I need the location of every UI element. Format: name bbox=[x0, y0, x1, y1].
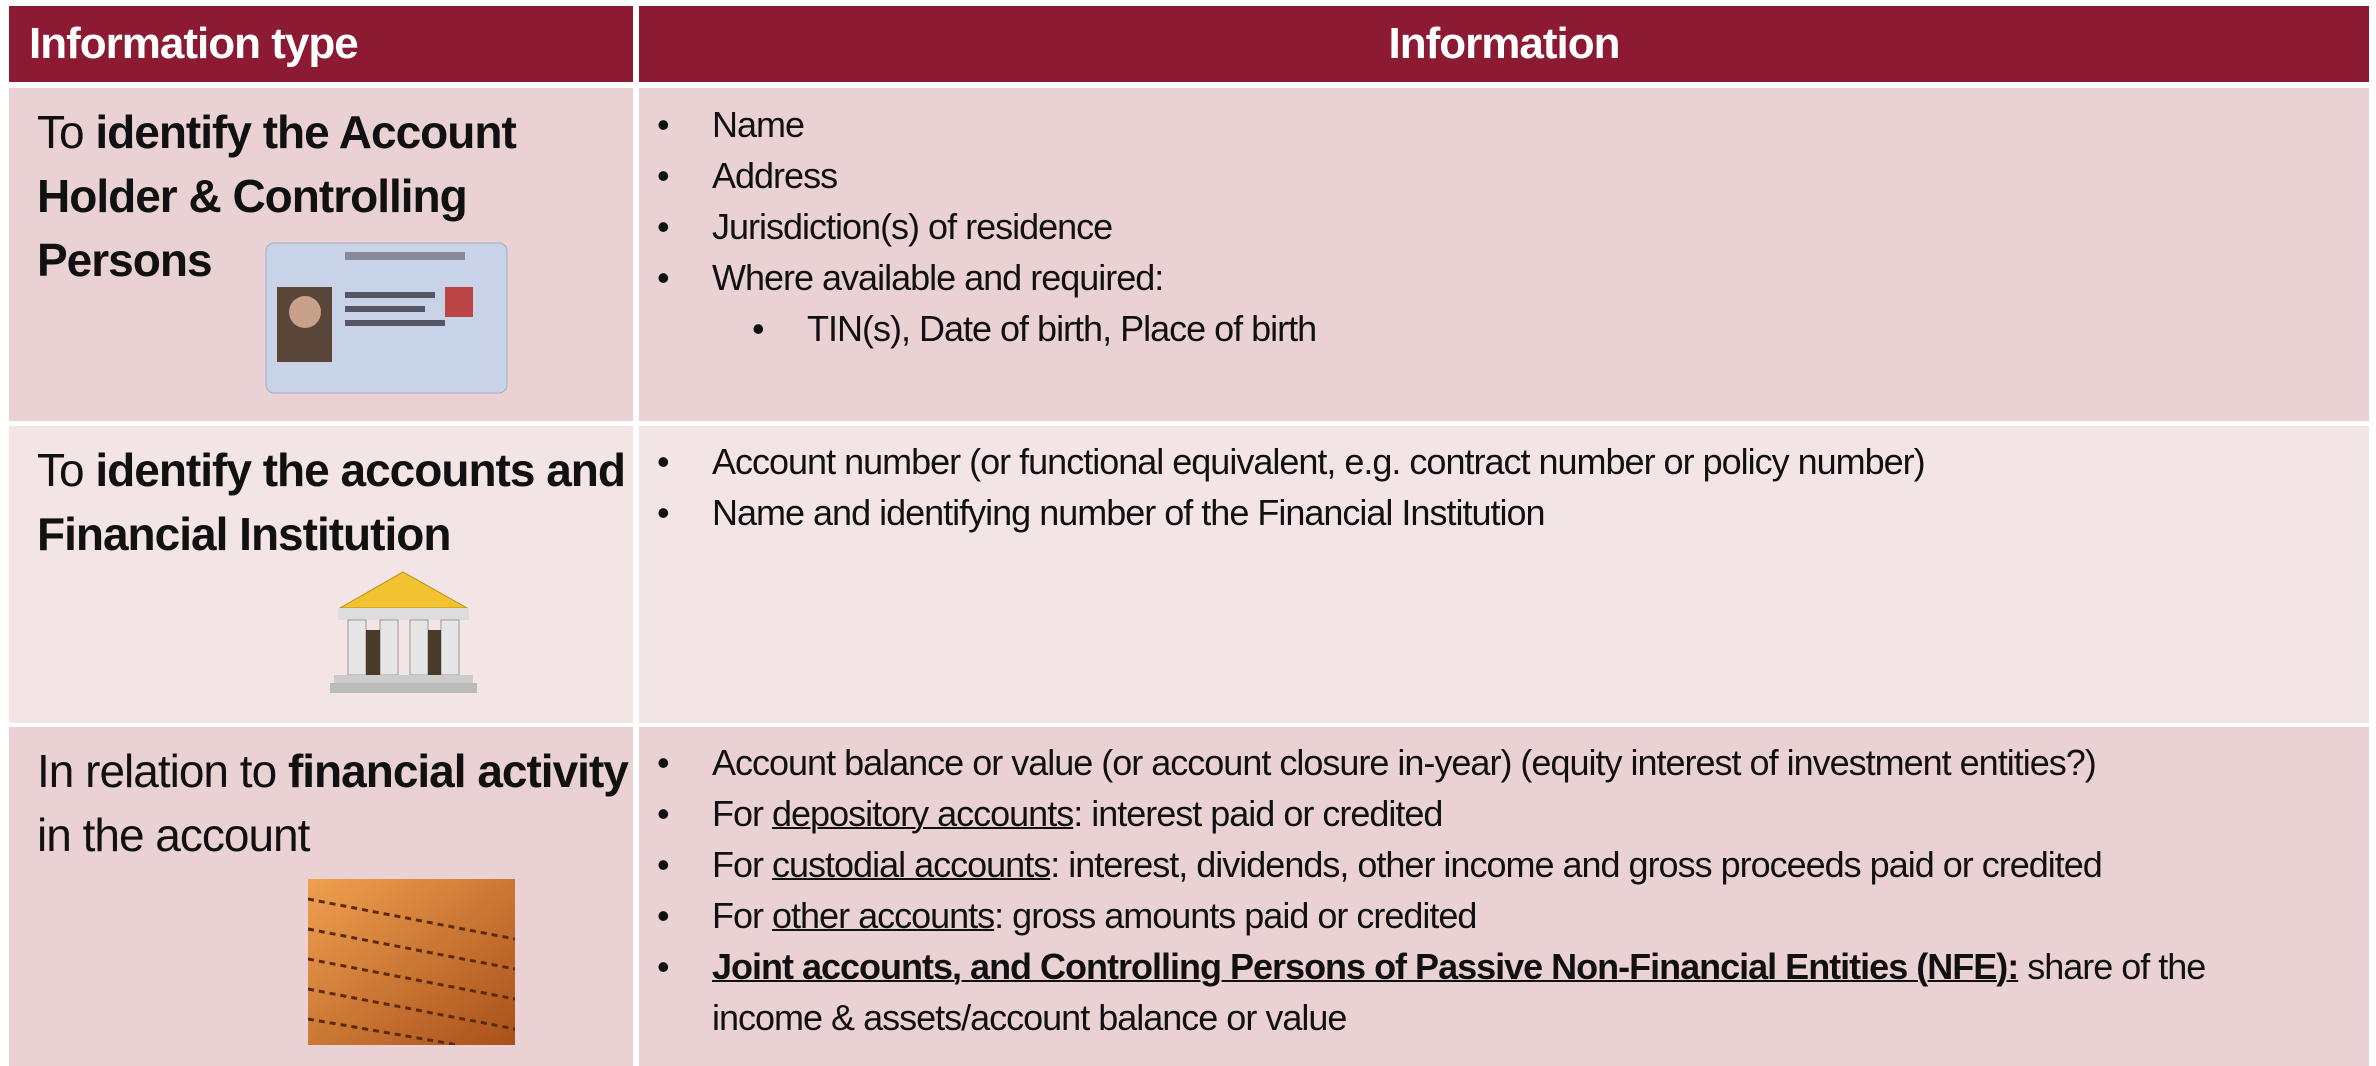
label-bold: identify the Account Holder & Controllin… bbox=[37, 106, 517, 286]
item: Name bbox=[657, 99, 2369, 150]
bank-image bbox=[330, 571, 477, 693]
info-cell: NameAddressJurisdiction(s) of residenceW… bbox=[639, 88, 2369, 421]
item: Jurisdiction(s) of residence bbox=[657, 201, 2369, 252]
t: Joint accounts, and Controlling Persons … bbox=[712, 946, 2019, 987]
header-type: Information type bbox=[9, 6, 633, 82]
row-label: To identify the accounts and Financial I… bbox=[9, 426, 633, 723]
item: Account number (or functional equivalent… bbox=[657, 436, 2369, 487]
label-bold: financial activity bbox=[287, 745, 629, 797]
item: Name and identifying number of the Finan… bbox=[657, 487, 2369, 538]
item: Address bbox=[657, 150, 2369, 201]
item: For custodial accounts: interest, divide… bbox=[657, 839, 2309, 890]
t: other accounts bbox=[772, 895, 995, 936]
t: For bbox=[712, 844, 773, 885]
item: For other accounts: gross amounts paid o… bbox=[657, 890, 2309, 941]
label-text: in the account bbox=[37, 809, 310, 861]
item: Where available and required: bbox=[657, 252, 2369, 303]
t: For bbox=[712, 895, 773, 936]
row-label: To identify the Account Holder & Control… bbox=[9, 88, 633, 421]
item: Joint accounts, and Controlling Persons … bbox=[657, 941, 2309, 1043]
info-cell: Account number (or functional equivalent… bbox=[639, 426, 2369, 723]
t: : interest, dividends, other income and … bbox=[1050, 844, 2103, 885]
label-text: To bbox=[37, 106, 96, 158]
label-text: To bbox=[37, 444, 96, 496]
t: share of the income & assets/account bal… bbox=[712, 946, 2206, 1038]
t: : gross amounts paid or credited bbox=[994, 895, 1477, 936]
label-text: In relation to bbox=[37, 745, 288, 797]
subitem: TIN(s), Date of birth, Place of birth bbox=[657, 303, 2369, 354]
t: For bbox=[712, 793, 773, 834]
label-bold: identify the accounts and Financial Inst… bbox=[37, 444, 626, 560]
header-info: Information bbox=[639, 6, 2369, 82]
t: depository accounts bbox=[772, 793, 1074, 834]
ledger-image bbox=[308, 879, 515, 1045]
item: For depository accounts: interest paid o… bbox=[657, 788, 2309, 839]
item: Account balance or value (or account clo… bbox=[657, 737, 2309, 788]
t: custodial accounts bbox=[772, 844, 1051, 885]
info-cell: Account balance or value (or account clo… bbox=[639, 727, 2369, 1066]
id-card-image bbox=[265, 242, 508, 394]
t: : interest paid or credited bbox=[1073, 793, 1443, 834]
